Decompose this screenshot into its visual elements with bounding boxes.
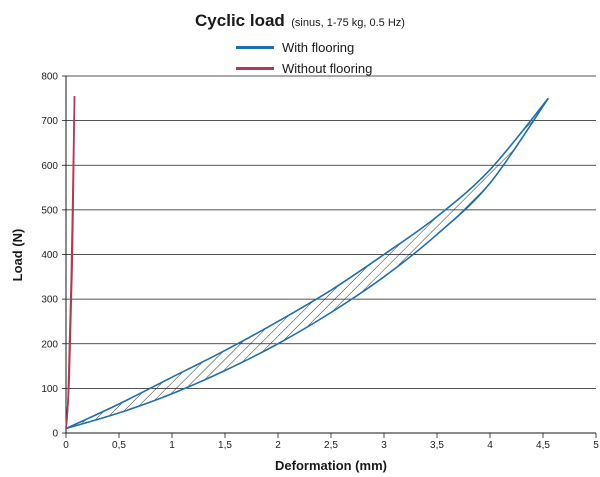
y-tick-label: 300 bbox=[41, 295, 58, 306]
unloading-curve-without-flooring bbox=[65, 96, 76, 429]
y-axis-title: Load (N) bbox=[10, 229, 25, 282]
y-tick-label: 400 bbox=[41, 250, 58, 261]
axes-layer bbox=[62, 75, 597, 438]
hysteresis-area-with-flooring bbox=[66, 98, 549, 429]
y-tick-label: 600 bbox=[41, 161, 58, 172]
legend-swatch-with-flooring bbox=[236, 46, 274, 49]
grid-layer bbox=[66, 75, 596, 389]
chart-title: Cyclic load bbox=[195, 11, 285, 30]
x-tick-label: 4,5 bbox=[536, 440, 550, 451]
y-tick-label: 700 bbox=[41, 116, 58, 127]
x-axis-title: Deformation (mm) bbox=[275, 458, 387, 473]
y-tick-label: 100 bbox=[41, 384, 58, 395]
y-tick-label: 0 bbox=[52, 429, 58, 440]
loading-curve-with-flooring bbox=[65, 97, 549, 430]
x-tick-label: 3 bbox=[381, 440, 387, 451]
legend-item-with-flooring: With flooring bbox=[236, 37, 372, 58]
chart-title-block: Cyclic load (sinus, 1-75 kg, 0.5 Hz) bbox=[0, 11, 600, 31]
x-tick-label: 0 bbox=[63, 440, 69, 451]
unloading-curve-with-flooring bbox=[65, 97, 549, 430]
y-tick-label: 800 bbox=[41, 72, 58, 83]
y-tick-label: 500 bbox=[41, 205, 58, 216]
x-tick-label: 5 bbox=[593, 440, 599, 451]
legend-item-without-flooring: Without flooring bbox=[236, 58, 372, 79]
x-tick-label: 4 bbox=[487, 440, 493, 451]
x-tick-label: 3,5 bbox=[430, 440, 444, 451]
y-tick-label: 200 bbox=[41, 339, 58, 350]
labels-layer: 0 100 200 300 400 500 600 700 800 0 0,5 1 1,5 2 2,5 3 3,… bbox=[41, 72, 599, 452]
series-layer bbox=[65, 96, 549, 430]
legend-swatch-without-flooring bbox=[236, 67, 274, 70]
x-tick-label: 0,5 bbox=[112, 440, 126, 451]
chart-subtitle: (sinus, 1-75 kg, 0.5 Hz) bbox=[291, 17, 405, 29]
x-tick-label: 2,5 bbox=[324, 440, 338, 451]
x-tick-label: 2 bbox=[275, 440, 281, 451]
legend: With flooring Without flooring bbox=[236, 37, 372, 79]
legend-label-with-flooring: With flooring bbox=[282, 40, 355, 55]
x-tick-label: 1,5 bbox=[218, 440, 232, 451]
legend-label-without-flooring: Without flooring bbox=[282, 61, 373, 76]
x-tick-label: 1 bbox=[169, 440, 175, 451]
